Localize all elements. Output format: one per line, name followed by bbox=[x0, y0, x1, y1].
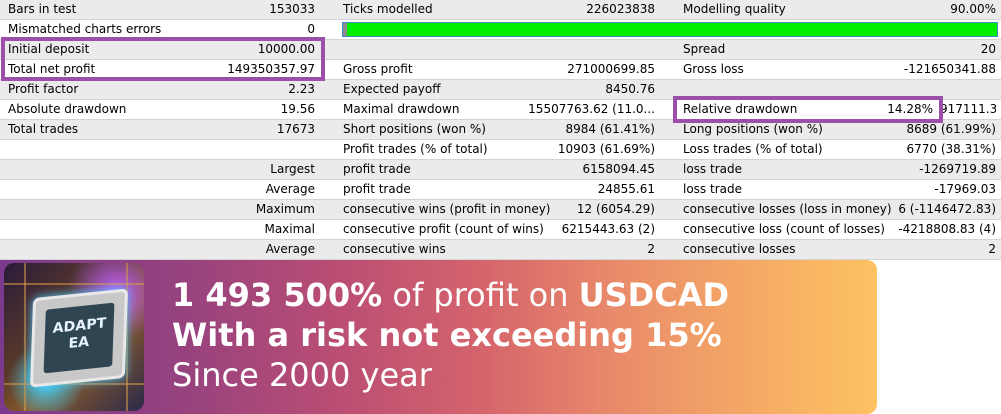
banner-line-1: 1 493 500% of profit on USDCAD bbox=[172, 275, 729, 315]
cpu-chip-icon: ADAPT EA bbox=[4, 263, 144, 411]
modelling-quality-value: 90.00% bbox=[950, 2, 996, 16]
long-positions-value: 8689 (61.99%) bbox=[906, 122, 996, 136]
total-trades-label: Total trades bbox=[8, 122, 79, 136]
average-consecutive-losses-value: 2 bbox=[988, 242, 996, 256]
average-loss-trade-value: -17969.03 bbox=[934, 182, 996, 196]
report-row: Largest profit trade 6158094.45 loss tra… bbox=[0, 160, 1001, 180]
report-row: Total net profit 149350357.97 Gross prof… bbox=[0, 60, 1001, 80]
report-row: Profit trades (% of total) 10903 (61.69%… bbox=[0, 140, 1001, 160]
max-consecutive-losses-label: consecutive losses (loss in money) bbox=[683, 202, 892, 216]
report-row: Maximal consecutive profit (count of win… bbox=[0, 220, 1001, 240]
modelling-quality-label: Modelling quality bbox=[683, 2, 786, 16]
banner-line-3: Since 2000 year bbox=[172, 356, 432, 394]
initial-deposit-label: Initial deposit bbox=[8, 42, 90, 56]
relative-drawdown-value-overflow: 917111.34) bbox=[940, 102, 996, 116]
report-row: Average consecutive wins 2 consecutive l… bbox=[0, 240, 1001, 260]
profit-factor-label: Profit factor bbox=[8, 82, 79, 96]
profit-percent: 1 493 500% bbox=[172, 276, 383, 314]
symbol-name: USDCAD bbox=[578, 276, 730, 314]
chip-body: ADAPT EA bbox=[29, 288, 129, 388]
maximal-consecutive-profit-value: 6215443.63 (2) bbox=[561, 222, 655, 236]
largest-loss-trade-value: -1269719.89 bbox=[919, 162, 996, 176]
mismatched-charts-errors-label: Mismatched charts errors bbox=[8, 22, 162, 36]
largest-profit-trade-label: profit trade bbox=[343, 162, 411, 176]
maximal-consecutive-loss-label: consecutive loss (count of losses) bbox=[683, 222, 885, 236]
largest-profit-trade-value: 6158094.45 bbox=[582, 162, 655, 176]
initial-deposit-value: 10000.00 bbox=[257, 42, 315, 56]
spread-value: 20 bbox=[980, 42, 996, 56]
maximum-label: Maximum bbox=[255, 202, 315, 216]
chip-label: ADAPT EA bbox=[43, 302, 115, 374]
maximal-consecutive-loss-value: -4218808.83 (4) bbox=[898, 222, 996, 236]
profit-trades-label: Profit trades (% of total) bbox=[343, 142, 488, 156]
ticks-modelled-value: 226023838 bbox=[586, 2, 655, 16]
maximal-drawdown-label: Maximal drawdown bbox=[343, 102, 460, 116]
average-consecutive-wins-label: consecutive wins bbox=[343, 242, 446, 256]
mismatched-charts-errors-value: 0 bbox=[307, 22, 315, 36]
bars-in-test-value: 153033 bbox=[269, 2, 315, 16]
average-label: Average bbox=[265, 182, 315, 196]
report-row: Profit factor 2.23 Expected payoff 8450.… bbox=[0, 80, 1001, 100]
report-row: Initial deposit 10000.00 Spread 20 bbox=[0, 40, 1001, 60]
bars-in-test-label: Bars in test bbox=[8, 2, 77, 16]
circuit-trace bbox=[126, 263, 128, 411]
maximal-drawdown-value: 15507763.62 (11.0... bbox=[528, 102, 655, 116]
progress-start-marker bbox=[343, 23, 347, 36]
largest-loss-trade-label: loss trade bbox=[683, 162, 742, 176]
spread-label: Spread bbox=[683, 42, 726, 56]
gross-loss-label: Gross loss bbox=[683, 62, 744, 76]
average-profit-trade-value: 24855.61 bbox=[597, 182, 655, 196]
maximal-label: Maximal bbox=[264, 222, 315, 236]
profit-on-text: of profit on bbox=[382, 276, 579, 314]
loss-trades-label: Loss trades (% of total) bbox=[683, 142, 823, 156]
expected-payoff-value: 8450.76 bbox=[605, 82, 655, 96]
average-loss-trade-label: loss trade bbox=[683, 182, 742, 196]
total-net-profit-label: Total net profit bbox=[8, 62, 96, 76]
circuit-trace bbox=[4, 283, 144, 285]
gross-profit-value: 271000699.85 bbox=[567, 62, 655, 76]
short-positions-label: Short positions (won %) bbox=[343, 122, 486, 136]
promo-banner[interactable]: ADAPT EA 1 493 500% of profit on USDCAD … bbox=[0, 260, 877, 414]
expected-payoff-label: Expected payoff bbox=[343, 82, 441, 96]
strategy-tester-report: Bars in test 153033 Ticks modelled 22602… bbox=[0, 0, 1001, 260]
average-consecutive-label: Average bbox=[265, 242, 315, 256]
short-positions-value: 8984 (61.41%) bbox=[565, 122, 655, 136]
ticks-modelled-label: Ticks modelled bbox=[343, 2, 433, 16]
max-consecutive-wins-value: 12 (6054.29) bbox=[576, 202, 655, 216]
long-positions-label: Long positions (won %) bbox=[683, 122, 823, 136]
total-net-profit-value: 149350357.97 bbox=[227, 62, 315, 76]
profit-trades-value: 10903 (61.69%) bbox=[557, 142, 655, 156]
report-row: Total trades 17673 Short positions (won … bbox=[0, 120, 1001, 140]
average-consecutive-wins-value: 2 bbox=[647, 242, 655, 256]
report-row: Average profit trade 24855.61 loss trade… bbox=[0, 180, 1001, 200]
circuit-trace bbox=[24, 263, 26, 411]
banner-line-2: With a risk not exceeding 15% bbox=[172, 316, 722, 354]
report-row: Absolute drawdown 19.56 Maximal drawdown… bbox=[0, 100, 1001, 120]
max-consecutive-wins-label: consecutive wins (profit in money) bbox=[343, 202, 551, 216]
absolute-drawdown-label: Absolute drawdown bbox=[8, 102, 127, 116]
loss-trades-value: 6770 (38.31%) bbox=[906, 142, 996, 156]
report-row: Bars in test 153033 Ticks modelled 22602… bbox=[0, 0, 1001, 20]
average-profit-trade-label: profit trade bbox=[343, 182, 411, 196]
absolute-drawdown-value: 19.56 bbox=[280, 102, 315, 116]
total-trades-value: 17673 bbox=[276, 122, 315, 136]
gross-profit-label: Gross profit bbox=[343, 62, 413, 76]
max-consecutive-losses-value: 6 (-1146472.83) bbox=[898, 202, 996, 216]
profit-factor-value: 2.23 bbox=[288, 82, 315, 96]
report-row: Maximum consecutive wins (profit in mone… bbox=[0, 200, 1001, 220]
maximal-consecutive-profit-label: consecutive profit (count of wins) bbox=[343, 222, 544, 236]
modelling-quality-progress-bar bbox=[342, 22, 998, 37]
banner-headline: 1 493 500% of profit on USDCAD With a ri… bbox=[172, 275, 729, 395]
gross-loss-value: -121650341.88 bbox=[903, 62, 996, 76]
circuit-trace bbox=[4, 383, 144, 385]
largest-label: Largest bbox=[270, 162, 315, 176]
average-consecutive-losses-label: consecutive losses bbox=[683, 242, 796, 256]
